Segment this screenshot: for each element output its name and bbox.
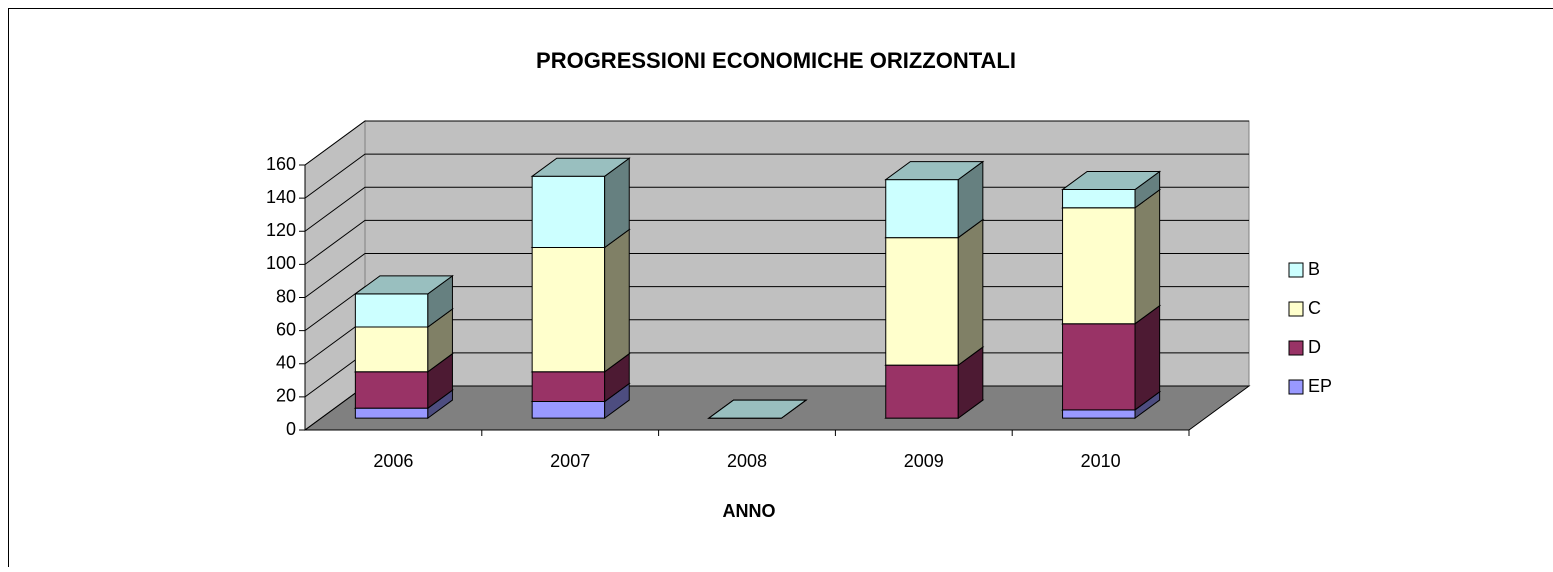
y-tick-label: 40 (276, 353, 296, 373)
bar-front (532, 372, 604, 402)
bar-side (958, 220, 983, 366)
legend-swatch (1289, 263, 1303, 277)
bar-front (886, 365, 958, 418)
bar-front (532, 402, 604, 419)
bar-front (355, 372, 427, 408)
legend-label: B (1308, 259, 1320, 279)
bar-front (1063, 410, 1135, 418)
legend-label: D (1308, 337, 1321, 357)
chart-title: PROGRESSIONI ECONOMICHE ORIZZONTALI (536, 48, 1016, 73)
y-tick-label: 0 (286, 419, 296, 439)
x-tick-label: 2008 (727, 451, 767, 471)
y-tick-label: 20 (276, 386, 296, 406)
bar-front (532, 248, 604, 372)
bar-front (355, 408, 427, 418)
bar-segment (1063, 190, 1160, 324)
bar-front (886, 238, 958, 366)
y-tick-label: 80 (276, 286, 296, 306)
legend-label: EP (1308, 376, 1332, 396)
bar-segment (355, 276, 452, 327)
x-tick-label: 2009 (904, 451, 944, 471)
bar-front (355, 294, 427, 327)
bar-side (605, 229, 630, 371)
x-tick-label: 2010 (1081, 451, 1121, 471)
y-tick-label: 140 (266, 187, 296, 207)
legend-swatch (1289, 341, 1303, 355)
x-tick-label: 2007 (550, 451, 590, 471)
legend-swatch (1289, 380, 1303, 394)
x-axis-label: ANNO (723, 501, 776, 521)
bar-segment (886, 162, 983, 238)
legend-label: C (1308, 298, 1321, 318)
y-tick-label: 100 (266, 253, 296, 273)
y-tick-label: 120 (266, 220, 296, 240)
bar-front (1063, 190, 1135, 208)
bar-side (1135, 190, 1160, 324)
legend-swatch (1289, 302, 1303, 316)
bar-segment (532, 158, 629, 247)
bar-front (886, 180, 958, 238)
bar-front (1063, 324, 1135, 410)
x-tick-label: 2006 (373, 451, 413, 471)
bar-segment (886, 220, 983, 366)
y-tick-label: 60 (276, 319, 296, 339)
y-tick-label: 160 (266, 154, 296, 174)
bar-front (532, 176, 604, 247)
bar-front (1063, 208, 1135, 324)
bar-front (355, 327, 427, 372)
bar-segment (532, 229, 629, 371)
